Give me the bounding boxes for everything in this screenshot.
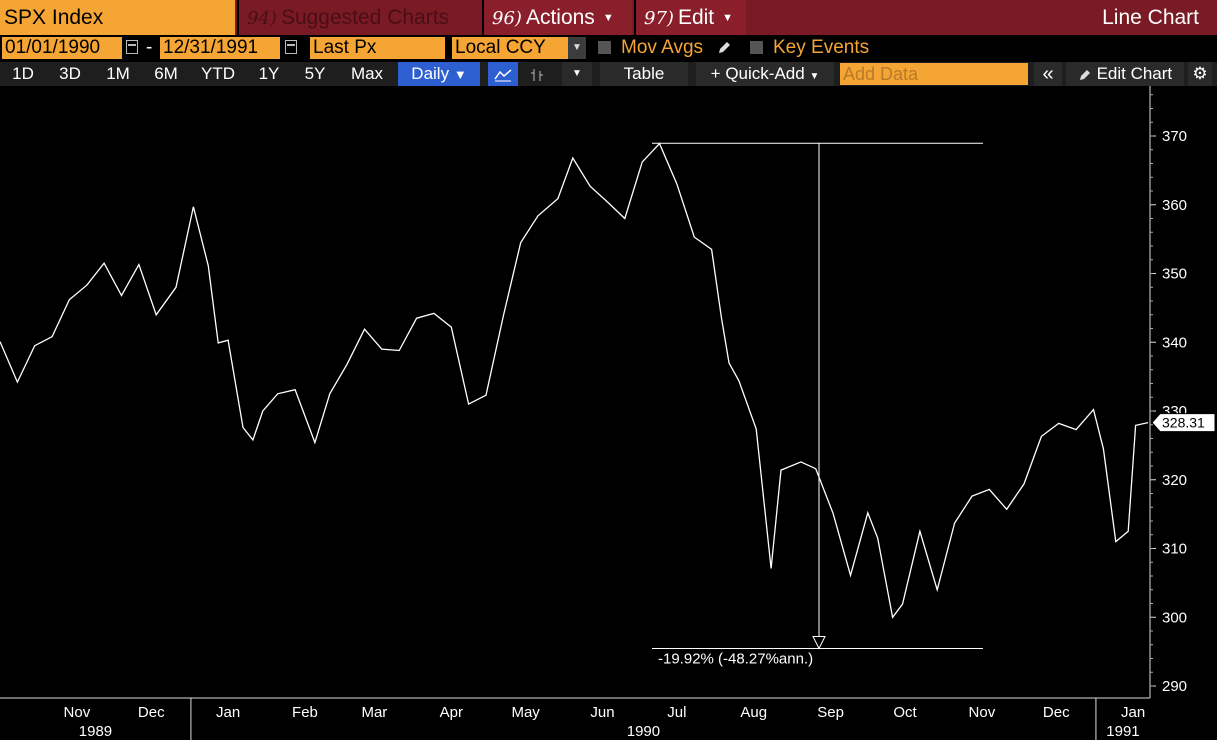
quick-add-button[interactable]: + Quick-Add ▼: [696, 62, 834, 86]
year-label: 1989: [79, 723, 112, 740]
mov-avgs-label[interactable]: Mov Avgs: [621, 37, 704, 58]
annotation-arrow-icon: [812, 635, 826, 650]
last-value-label: 328.31: [1162, 415, 1205, 431]
x-tick-label: Jan: [1121, 704, 1145, 721]
y-tick-label: 340: [1162, 334, 1187, 351]
range-toolbar: 1D 3D 1M 6M YTD 1Y 5Y Max Daily ▼ ▼ Tabl…: [0, 62, 1217, 86]
add-data-input[interactable]: Add Data: [840, 63, 1028, 85]
period-1d-button[interactable]: 1D: [12, 64, 34, 83]
suggested-charts-menu[interactable]: 94) Suggested Charts: [237, 0, 480, 35]
edit-number: 97): [644, 8, 674, 29]
y-tick-label: 290: [1162, 678, 1187, 695]
x-tick-label: Jun: [590, 704, 614, 721]
edit-menu[interactable]: 97) Edit ▼: [634, 0, 746, 35]
bar-chart-icon[interactable]: [522, 62, 552, 86]
date-toolbar: 01/01/1990 - 12/31/1991 Last Px Local CC…: [0, 37, 1217, 60]
start-date-field[interactable]: 01/01/1990: [2, 37, 122, 59]
actions-number: 96): [492, 8, 522, 29]
period-max-button[interactable]: Max: [350, 64, 384, 83]
year-label: 1990: [627, 723, 660, 740]
frequency-dropdown[interactable]: Daily ▼: [398, 62, 480, 86]
y-tick-label: 300: [1162, 609, 1187, 626]
period-1y-button[interactable]: 1Y: [258, 64, 280, 83]
last-value-tag: [1151, 413, 1216, 433]
x-tick-label: Apr: [440, 704, 463, 721]
collapse-double-chevron-icon[interactable]: «: [1034, 62, 1062, 86]
x-tick-label: Nov: [969, 704, 996, 721]
x-tick-label: Jul: [667, 704, 686, 721]
edit-chevron-down-icon: ▼: [722, 11, 734, 24]
y-tick-label: 360: [1162, 197, 1187, 214]
frequency-label: Daily: [411, 64, 450, 83]
year-label: 1991: [1106, 723, 1139, 740]
edit-chart-label: Edit Chart: [1096, 64, 1173, 83]
y-tick-label: 310: [1162, 541, 1187, 558]
annotation-label: -19.92% (-48.27%ann.): [658, 650, 813, 667]
actions-chevron-down-icon: ▼: [602, 11, 614, 24]
x-tick-label: Oct: [893, 704, 917, 721]
end-calendar-icon[interactable]: [285, 40, 297, 54]
period-5y-button[interactable]: 5Y: [304, 64, 326, 83]
y-tick-label: 320: [1162, 472, 1187, 489]
edit-chart-pencil-icon: [1079, 69, 1090, 80]
pencil-icon[interactable]: [716, 40, 732, 56]
y-tick-label: 350: [1162, 266, 1187, 283]
key-events-checkbox[interactable]: [750, 41, 763, 54]
mov-avgs-checkbox[interactable]: [598, 41, 611, 54]
suggested-charts-label: Suggested Charts: [280, 6, 450, 29]
x-tick-label: Aug: [740, 704, 767, 721]
x-tick-label: Mar: [361, 704, 387, 721]
plus-icon: +: [710, 64, 721, 83]
x-tick-label: Dec: [1043, 704, 1070, 721]
table-button[interactable]: Table: [600, 62, 688, 86]
currency-dropdown-icon[interactable]: ▼: [568, 37, 586, 59]
start-calendar-icon[interactable]: [126, 40, 138, 54]
period-6m-button[interactable]: 6M: [154, 64, 178, 83]
x-tick-label: Sep: [817, 704, 844, 721]
x-tick-label: Feb: [292, 704, 318, 721]
period-3d-button[interactable]: 3D: [59, 64, 81, 83]
quick-add-label: Quick-Add: [725, 64, 805, 83]
price-field[interactable]: Last Px: [310, 37, 445, 59]
period-1m-button[interactable]: 1M: [106, 64, 130, 83]
y-tick-label: 370: [1162, 128, 1187, 145]
actions-label: Actions: [525, 6, 595, 29]
end-date-field[interactable]: 12/31/1991: [160, 37, 280, 59]
key-events-label[interactable]: Key Events: [773, 37, 870, 58]
frequency-chevron-down-icon: ▼: [453, 67, 467, 82]
suggested-charts-number: 94): [247, 8, 277, 29]
edit-chart-button[interactable]: Edit Chart: [1066, 62, 1184, 86]
actions-menu[interactable]: 96) Actions ▼: [482, 0, 632, 35]
price-series-line: [0, 142, 1149, 619]
line-chart-icon[interactable]: [488, 62, 518, 86]
period-ytd-button[interactable]: YTD: [201, 64, 235, 83]
x-tick-label: Jan: [216, 704, 240, 721]
top-toolbar: SPX Index 94) Suggested Charts 96) Actions…: [0, 0, 1217, 35]
ticker-field[interactable]: SPX Index: [0, 0, 235, 35]
edit-label: Edit: [677, 6, 715, 29]
date-range-dash: -: [146, 37, 153, 58]
gear-icon[interactable]: ⚙: [1188, 62, 1212, 86]
chart-type-title: Line Chart: [1102, 6, 1199, 29]
currency-field[interactable]: Local CCY: [452, 37, 568, 59]
chart-type-dropdown-icon[interactable]: ▼: [562, 62, 592, 86]
x-tick-label: Dec: [138, 704, 165, 721]
x-tick-label: May: [511, 704, 540, 721]
quick-add-chevron-down-icon: ▼: [809, 71, 820, 82]
x-tick-label: Nov: [64, 704, 91, 721]
